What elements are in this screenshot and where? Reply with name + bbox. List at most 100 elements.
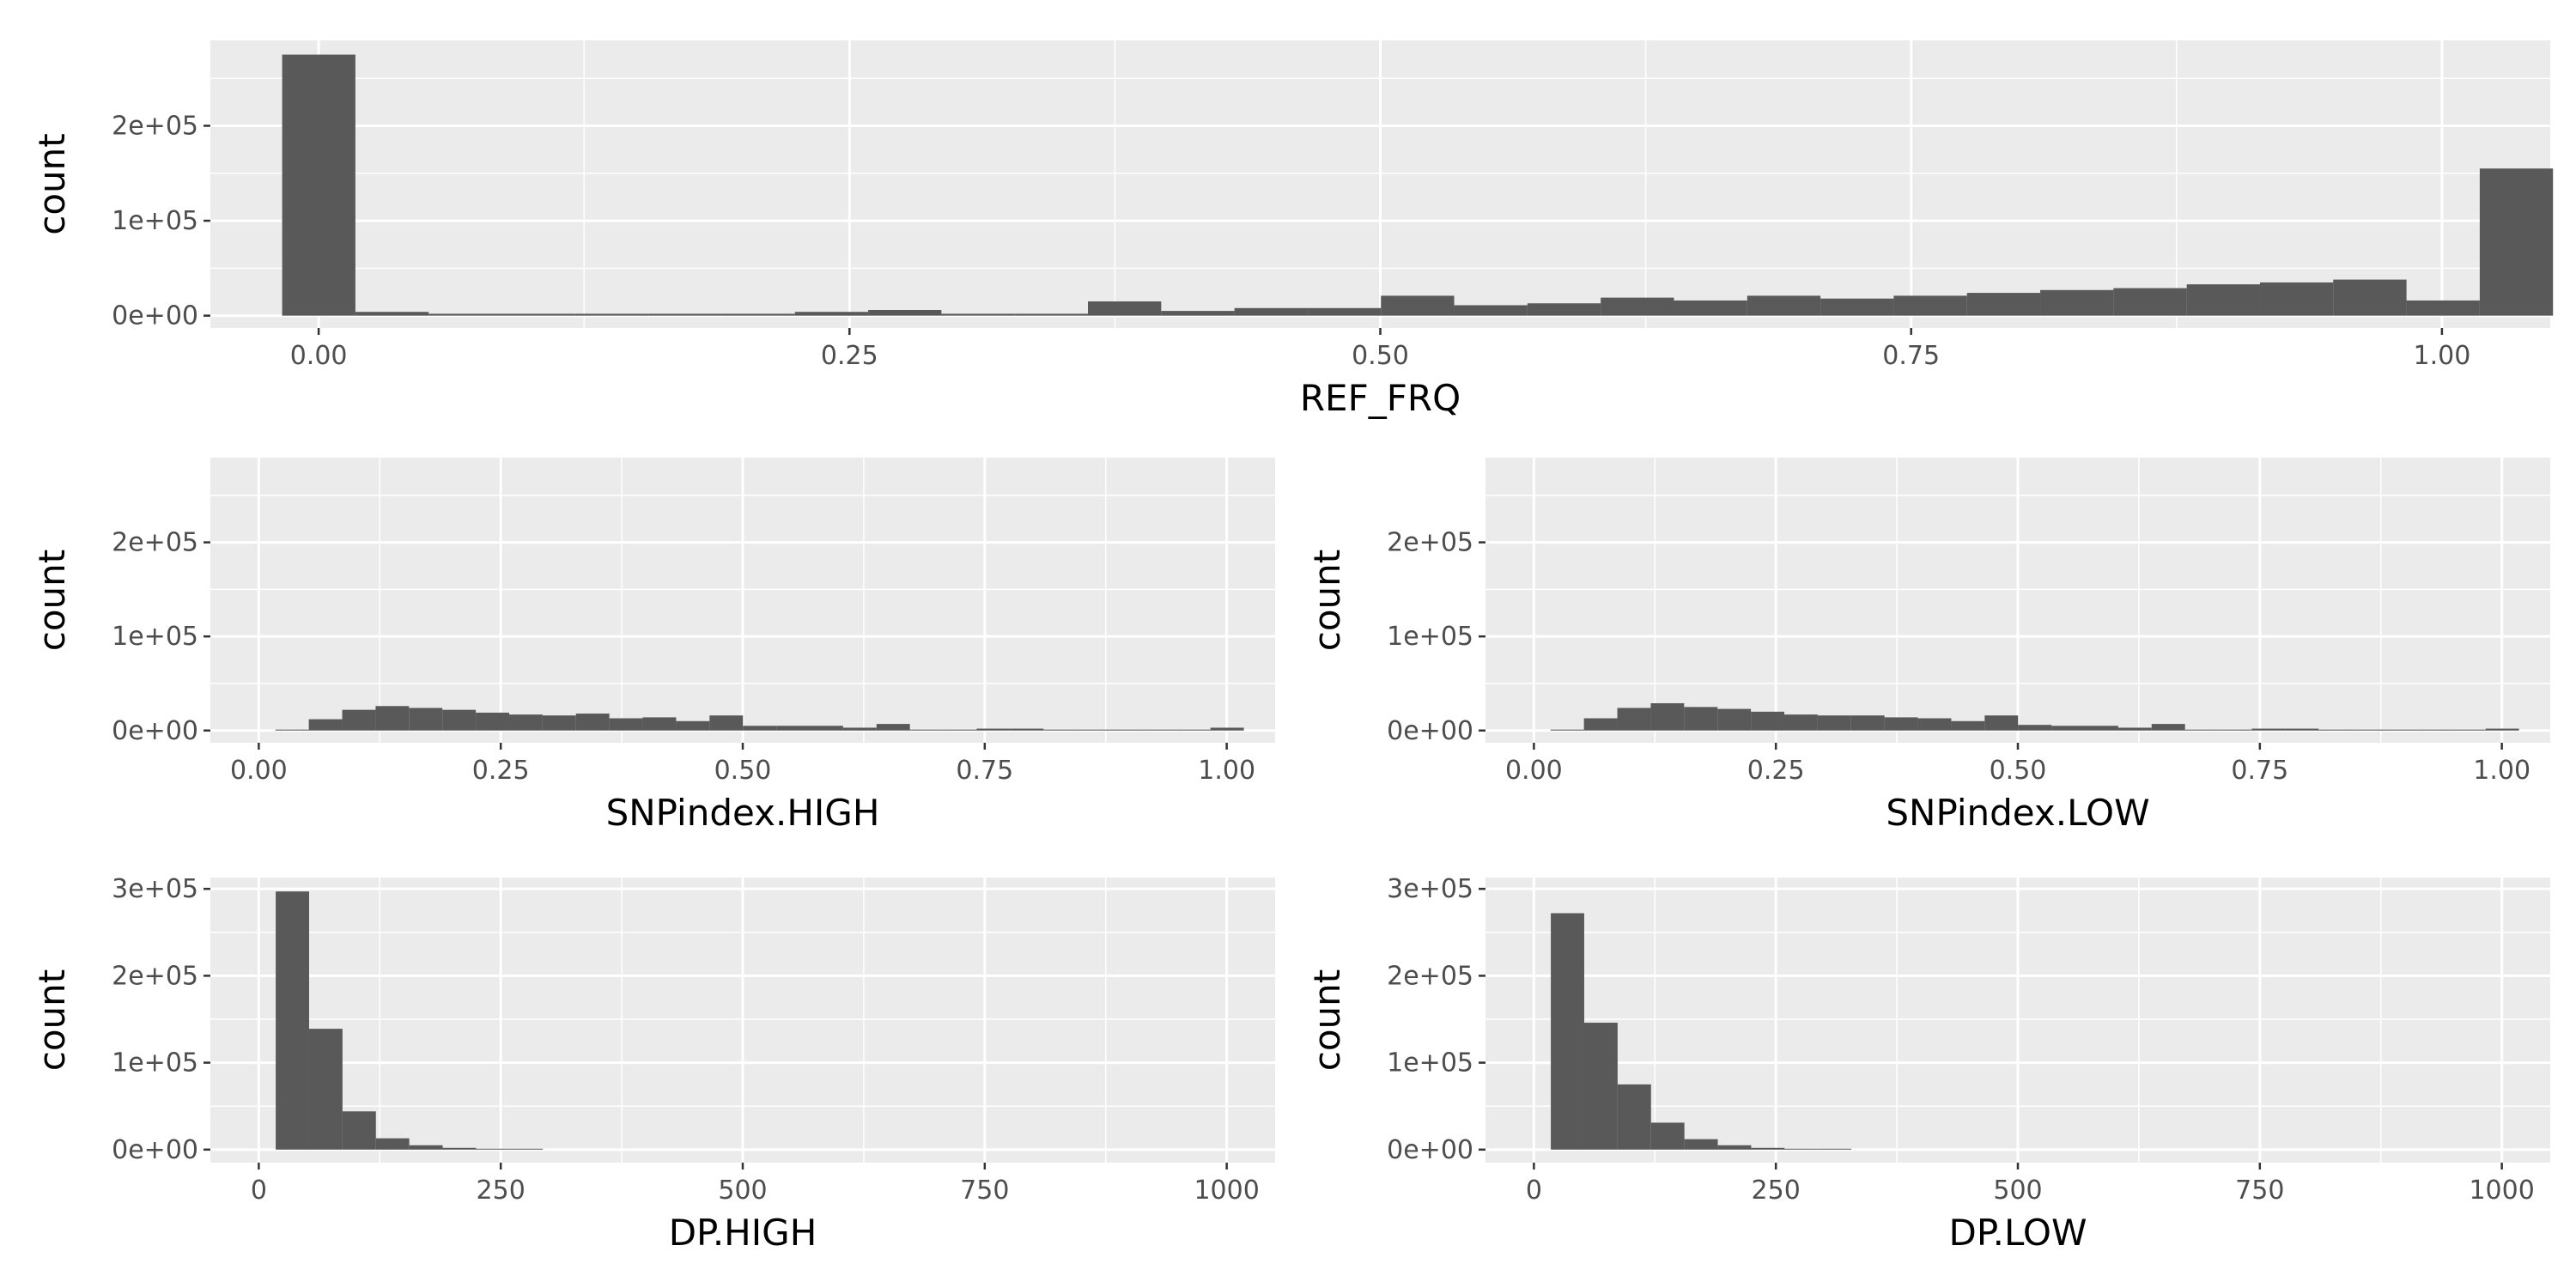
- histogram-bar: [2113, 288, 2187, 316]
- histogram-bar: [476, 1148, 510, 1150]
- x-axis-title: DP.HIGH: [669, 1212, 817, 1254]
- histogram-bar: [508, 714, 543, 731]
- histogram-bar: [1884, 717, 1918, 731]
- histogram-bar: [1550, 729, 1584, 731]
- histogram-bar: [1176, 729, 1211, 731]
- histogram-bar: [2451, 729, 2486, 731]
- histogram-bar: [1717, 1145, 1752, 1150]
- histogram-bar: [2251, 728, 2286, 731]
- histogram-bar: [1161, 311, 1235, 316]
- histogram-bar: [542, 715, 576, 731]
- histogram-bar: [2285, 728, 2319, 731]
- histogram-bar: [428, 313, 502, 316]
- panel-ref-frq: 0.00 0.25 0.50 0.75 1.00 0e+00 1e+05 2e+05 REF_F…: [31, 40, 2554, 419]
- y-axis-title: count: [1306, 969, 1348, 1072]
- histogram-bar: [1551, 913, 1584, 1150]
- histogram-bar: [2186, 284, 2260, 316]
- histogram-bar: [575, 714, 610, 731]
- histogram-bar: [355, 312, 429, 316]
- x-tick-label: 1000: [1194, 1176, 1259, 1206]
- y-axis-title: count: [31, 550, 73, 652]
- x-tick-label: 0.75: [2231, 756, 2288, 786]
- y-axis-title: count: [31, 969, 73, 1072]
- x-tick-label: 0.00: [1505, 756, 1563, 786]
- x-tick-label: 1.00: [2473, 756, 2530, 786]
- y-tick-label: 2e+05: [1387, 528, 1473, 558]
- x-tick-label: 0.00: [290, 341, 348, 371]
- histogram-bar: [1817, 715, 1851, 731]
- x-tick-label: 0.25: [821, 341, 878, 371]
- x-tick-label: 500: [1993, 1176, 2042, 1206]
- x-tick-label: 0.50: [714, 756, 772, 786]
- histogram-bar: [1043, 729, 1078, 731]
- histogram-bar: [1601, 297, 1674, 316]
- histogram-bar: [1818, 1148, 1852, 1150]
- x-tick-label: 0.00: [230, 756, 288, 786]
- histogram-bar: [342, 709, 376, 731]
- x-axis-title: REF_FRQ: [1300, 377, 1461, 419]
- y-axis-title: count: [31, 133, 73, 235]
- y-tick-label: 1e+05: [112, 206, 198, 236]
- histogram-bar: [1234, 307, 1308, 316]
- histogram-bar: [1087, 301, 1162, 316]
- histogram-bar: [648, 313, 722, 316]
- x-tick-label: 0.50: [1990, 756, 2047, 786]
- histogram-bar: [1984, 715, 2019, 731]
- histogram-bar: [2151, 724, 2185, 731]
- x-axis-title: SNPindex.HIGH: [606, 792, 880, 834]
- histogram-bar: [721, 313, 795, 316]
- histogram-bar: [1783, 714, 1818, 731]
- histogram-bar: [1650, 702, 1685, 731]
- histogram-bar: [2085, 726, 2118, 731]
- histogram-bar: [2117, 727, 2152, 731]
- histogram-bar: [1143, 729, 1177, 731]
- histogram-bar: [1917, 718, 1952, 731]
- histogram-bar: [1583, 718, 1618, 731]
- histogram-bar: [1110, 729, 1144, 731]
- x-tick-label: 1.00: [2413, 341, 2470, 371]
- histogram-bar: [1454, 305, 1528, 316]
- x-tick-label: 0: [1526, 1176, 1542, 1206]
- histogram-bar: [276, 891, 309, 1150]
- x-tick-label: 1000: [2469, 1176, 2534, 1206]
- histogram-bar: [810, 726, 843, 731]
- histogram-bar: [1820, 298, 1894, 316]
- histogram-bar: [2218, 729, 2252, 731]
- histogram-bar: [1617, 1084, 1651, 1150]
- histogram-bar: [375, 706, 410, 731]
- histogram-bar: [2479, 168, 2554, 316]
- histogram-bar: [375, 1138, 410, 1150]
- histogram-bar: [476, 712, 509, 731]
- x-axis-title: DP.LOW: [1949, 1212, 2087, 1254]
- histogram-bar: [409, 1145, 443, 1150]
- histogram-bar: [909, 729, 944, 731]
- histogram-bar: [1307, 307, 1382, 316]
- histogram-bar: [275, 729, 309, 731]
- y-tick-label: 1e+05: [112, 622, 198, 652]
- y-tick-label: 0e+00: [112, 1135, 198, 1165]
- x-tick-label: 0.75: [1882, 341, 1940, 371]
- histogram-bar: [1850, 715, 1885, 731]
- histogram-bar: [2018, 725, 2052, 731]
- x-tick-label: 750: [2235, 1176, 2284, 1206]
- histogram-bar: [1684, 707, 1718, 731]
- y-tick-label: 2e+05: [1387, 961, 1473, 991]
- panel-dp-low: 0 250 500 750 1000 0e+00 1e+05 2e+05 3e+05 DP.LOW…: [1306, 874, 2550, 1254]
- y-axis-title: count: [1306, 550, 1348, 652]
- histogram-bar: [1951, 720, 1985, 731]
- histogram-bar: [1751, 1147, 1785, 1150]
- histogram-bar: [2352, 729, 2386, 731]
- y-tick-label: 1e+05: [1387, 1048, 1473, 1078]
- histogram-bar: [941, 313, 1015, 316]
- y-tick-label: 0e+00: [112, 716, 198, 746]
- histogram-bar: [1014, 313, 1088, 316]
- x-axis-title: SNPindex.LOW: [1886, 792, 2149, 834]
- panel-snpindex-high: 0.00 0.25 0.50 0.75 1.00 0e+00 1e+05 2e+05 SNPin…: [31, 458, 1275, 834]
- histogram-bar: [776, 726, 811, 731]
- histogram-bar: [2333, 279, 2407, 316]
- histogram-bar: [1617, 708, 1651, 731]
- histogram-bar: [1381, 295, 1455, 316]
- histogram-bar: [1751, 711, 1784, 731]
- x-tick-label: 0.25: [1747, 756, 1805, 786]
